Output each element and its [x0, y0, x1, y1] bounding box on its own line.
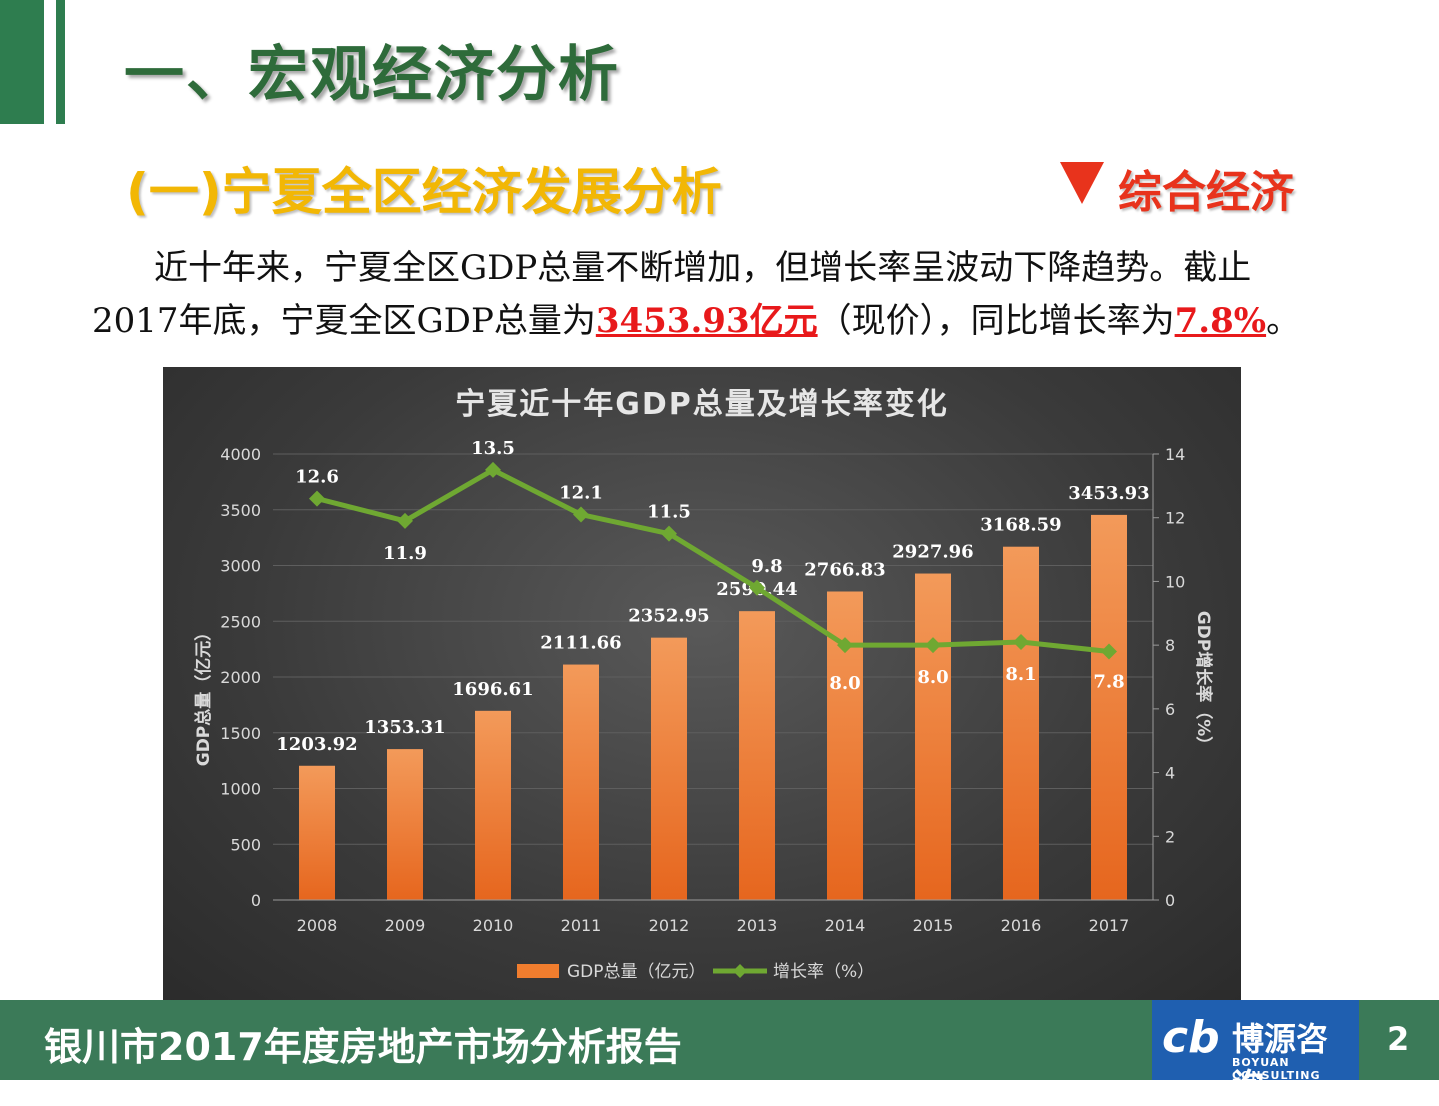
x-tick-label: 2012 — [649, 916, 690, 935]
x-tick-label: 2011 — [561, 916, 602, 935]
growth-highlight: 7.8% — [1174, 301, 1267, 341]
gdp-bar-label: 1353.31 — [364, 717, 445, 738]
y2-tick-label: 2 — [1165, 827, 1175, 846]
gdp-bar — [915, 573, 951, 900]
gdp-highlight: 3453.93亿元 — [595, 301, 818, 341]
growth-label: 9.8 — [751, 556, 782, 577]
x-tick-label: 2013 — [737, 916, 778, 935]
section-tag: 综合经济 — [1118, 167, 1294, 218]
chart-canvas: 宁夏近十年GDP总量及增长率变化 1203.921353.311696.6121… — [193, 387, 1214, 982]
y-tick-label: 0 — [251, 891, 261, 910]
growth-label: 12.6 — [295, 467, 339, 488]
gdp-bar — [1003, 546, 1039, 900]
gdp-bar-label: 3168.59 — [980, 515, 1061, 536]
bar-series: 1203.921353.311696.612111.662352.952590.… — [276, 483, 1150, 900]
growth-label: 8.0 — [917, 667, 948, 688]
y2-axis-title: GDP增长率（%） — [1193, 611, 1214, 754]
gdp-bar-label: 1203.92 — [276, 734, 357, 755]
x-tick-label: 2009 — [385, 916, 426, 935]
chart-legend: GDP总量（亿元） 增长率（%） — [517, 962, 874, 982]
growth-marker — [397, 512, 413, 529]
page-title: 一、宏观经济分析 — [124, 40, 620, 110]
company-logo: cb 博源咨询 BOYUAN CONSULTING — [1152, 1000, 1359, 1104]
report-title: 银川市2017年度房地产市场分析报告 — [44, 1025, 682, 1069]
growth-label: 11.5 — [647, 502, 691, 523]
growth-label: 13.5 — [471, 438, 515, 459]
y2-tick-label: 14 — [1165, 445, 1185, 464]
header-accent-line — [56, 0, 65, 124]
y2-tick-label: 10 — [1165, 572, 1185, 591]
growth-marker — [661, 525, 677, 542]
y-tick-label: 3000 — [220, 557, 261, 576]
logo-mark-icon: cb — [1162, 1012, 1220, 1063]
x-tick-label: 2016 — [1001, 916, 1042, 935]
gdp-bar-label: 2111.66 — [540, 633, 621, 654]
gdp-bar — [739, 611, 775, 900]
y-tick-label: 3500 — [220, 501, 261, 520]
legend-line-label: 增长率（%） — [773, 962, 874, 982]
chart-title: 宁夏近十年GDP总量及增长率变化 — [455, 387, 949, 422]
growth-marker — [925, 637, 941, 654]
x-tick-label: 2008 — [297, 916, 338, 935]
x-tick-label: 2014 — [825, 916, 866, 935]
summary-line-1: 近十年来，宁夏全区GDP总量不断增加，但增长率呈波动下降趋势。截止 — [154, 248, 1252, 288]
gdp-bar-label: 2352.95 — [628, 606, 709, 627]
gdp-bar-label: 2927.96 — [892, 542, 973, 563]
y-tick-label: 1000 — [220, 780, 261, 799]
y-axis-title: GDP总量（亿元） — [193, 624, 214, 767]
summary-paragraph: 近十年来，宁夏全区GDP总量不断增加，但增长率呈波动下降趋势。截止 2017年底… — [92, 242, 1362, 348]
growth-label: 11.9 — [383, 543, 427, 564]
gdp-chart: 宁夏近十年GDP总量及增长率变化 1203.92 1353.31 1696.61 21… — [163, 367, 1241, 1002]
gdp-bar — [651, 637, 687, 900]
axes: 0 500 1000 1500 2000 2500 3000 3500 4000 0 2 4 6 8 10 1… — [220, 445, 1185, 935]
header-accent-bar — [0, 0, 44, 124]
page-number: 2 — [1387, 1020, 1410, 1058]
x-tick-label: 2010 — [473, 916, 514, 935]
growth-marker — [573, 506, 589, 523]
summary-line-2c: 。 — [1266, 301, 1301, 341]
footer-bar: 银川市2017年度房地产市场分析报告 cb 博源咨询 BOYUAN CONSUL… — [0, 1000, 1439, 1104]
summary-line-2a: 2017年底，宁夏全区GDP总量为 — [92, 301, 596, 341]
growth-label: 12.1 — [559, 483, 603, 504]
y-tick-label: 2500 — [220, 612, 261, 631]
growth-marker — [309, 490, 325, 507]
growth-label: 7.8 — [1093, 672, 1124, 693]
section-title: (一)宁夏全区经济发展分析 — [126, 163, 722, 221]
gdp-bar-label: 3453.93 — [1068, 483, 1149, 504]
growth-marker — [837, 637, 853, 654]
y2-tick-label: 4 — [1165, 764, 1175, 783]
gdp-bar — [1091, 514, 1127, 900]
growth-marker — [485, 461, 501, 478]
gdp-bar — [475, 710, 511, 900]
growth-marker — [749, 579, 765, 596]
y-tick-label: 2000 — [220, 668, 261, 687]
logo-name-en: BOYUAN CONSULTING — [1232, 1056, 1321, 1082]
gdp-bar-label: 1696.61 — [452, 679, 533, 700]
growth-line — [316, 467, 1110, 654]
gdp-bar-label: 2766.83 — [804, 559, 885, 580]
legend-bar-label: GDP总量（亿元） — [567, 962, 706, 982]
gdp-bar — [563, 664, 599, 900]
triangle-down-icon — [1060, 162, 1104, 204]
x-tick-label: 2015 — [913, 916, 954, 935]
gdp-bar — [387, 749, 423, 900]
legend-bar-swatch — [517, 964, 559, 978]
y2-tick-label: 0 — [1165, 891, 1175, 910]
x-tick-label: 2017 — [1089, 916, 1130, 935]
y2-tick-label: 8 — [1165, 636, 1175, 655]
growth-label: 8.1 — [1005, 664, 1036, 685]
growth-label: 8.0 — [829, 673, 860, 694]
growth-marker — [1013, 633, 1029, 650]
y-tick-label: 1500 — [220, 724, 261, 743]
line-series: 12.6 11.9 13.5 12.1 11.5 9.8 8.0 8.0 8.1 7.8 — [295, 438, 1125, 694]
summary-line-2b: （现价），同比增长率为 — [817, 301, 1175, 341]
gdp-bar — [299, 765, 335, 900]
growth-marker — [1101, 643, 1117, 660]
y2-tick-label: 6 — [1165, 700, 1175, 719]
legend-line-marker — [733, 964, 747, 978]
y-tick-label: 4000 — [220, 445, 261, 464]
y-tick-label: 500 — [230, 835, 261, 854]
y2-tick-label: 12 — [1165, 509, 1185, 528]
